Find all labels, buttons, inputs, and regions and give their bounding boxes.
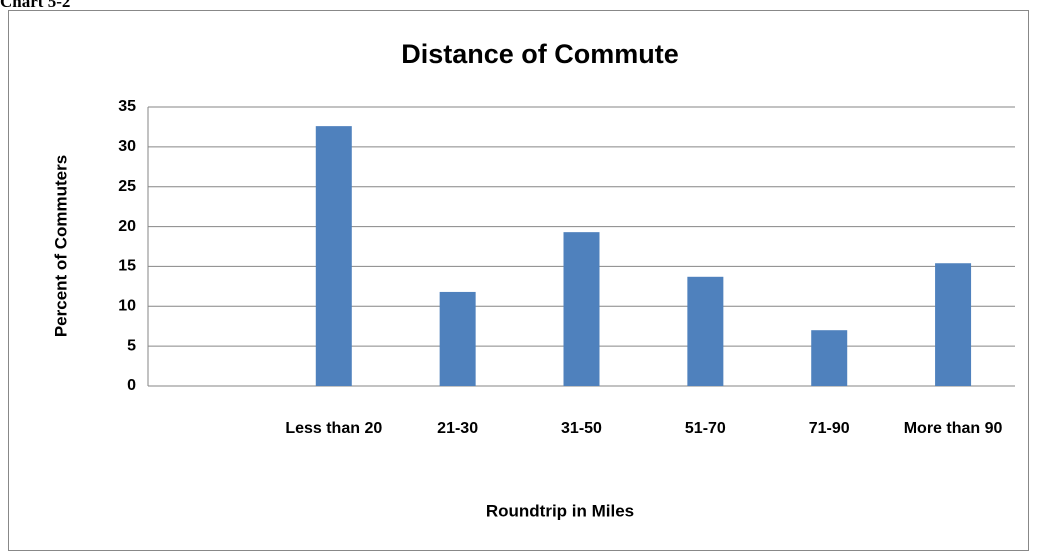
y-tick-label: 20 — [118, 218, 136, 235]
y-tick-label: 0 — [127, 377, 136, 394]
y-tick-label: 35 — [118, 98, 136, 115]
x-tick-label: 31-50 — [561, 420, 602, 437]
x-axis-label: Roundtrip in Miles — [486, 501, 634, 520]
x-tick-label: 51-70 — [685, 420, 726, 437]
x-tick-label: Less than 20 — [285, 420, 382, 437]
bar — [563, 232, 600, 386]
y-tick-label: 5 — [127, 337, 136, 354]
bar — [811, 330, 848, 386]
x-tick-label: 21-30 — [437, 420, 478, 437]
y-tick-label: 10 — [118, 298, 136, 315]
y-tick-label: 15 — [118, 258, 136, 275]
bar — [315, 126, 352, 386]
y-tick-label: 25 — [118, 178, 136, 195]
bar — [687, 276, 724, 386]
chart-border — [8, 10, 1029, 551]
x-tick-label: 71-90 — [809, 420, 850, 437]
chart-title: Distance of Commute — [401, 39, 679, 69]
bar — [935, 263, 972, 386]
x-tick-label: More than 90 — [904, 420, 1003, 437]
y-tick-label: 30 — [118, 138, 136, 155]
y-axis-label: Percent of Commuters — [51, 155, 70, 337]
caption: Chart 5-2 — [0, 0, 70, 11]
bar — [439, 291, 476, 386]
